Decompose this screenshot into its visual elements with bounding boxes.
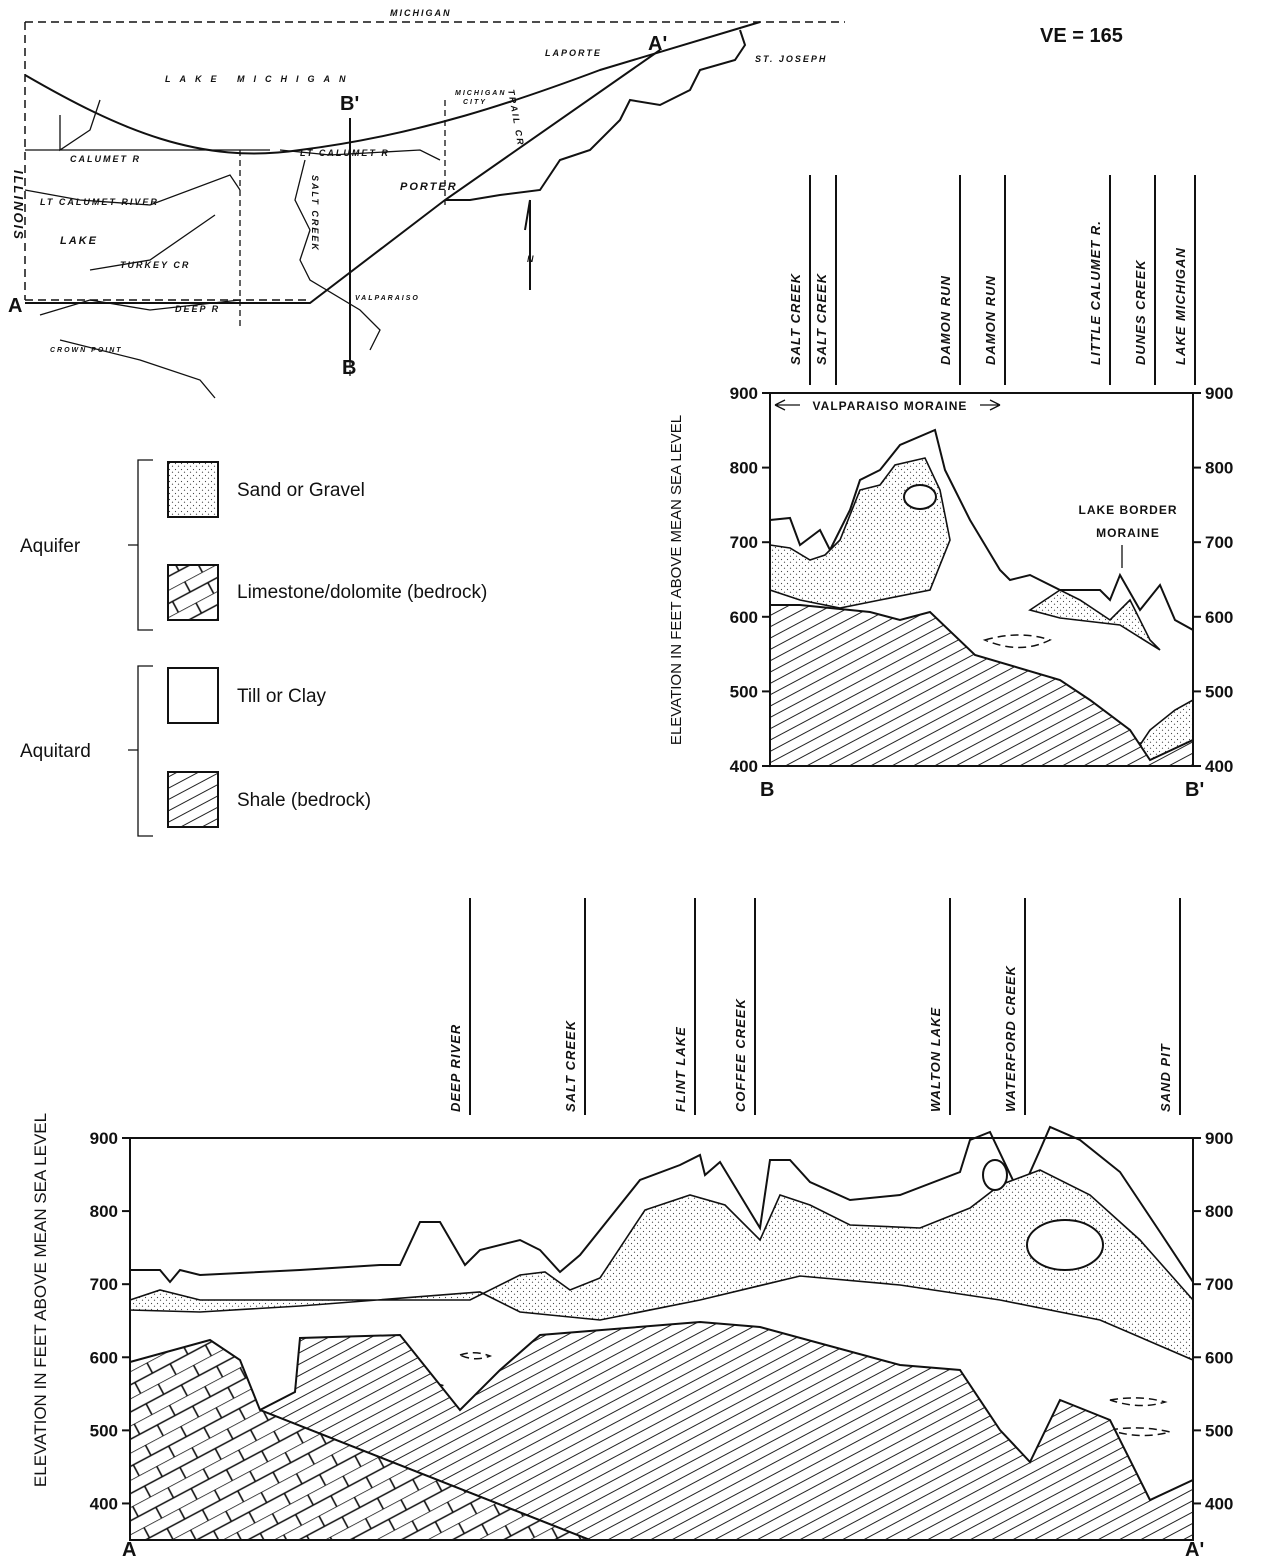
vertical-exaggeration: VE = 165 — [1040, 25, 1123, 47]
y-tick-label: 700 — [90, 1275, 118, 1294]
till-lens — [904, 485, 936, 509]
feature-label: SALT CREEK — [563, 1019, 578, 1112]
annotation: VALPARAISO MORAINE — [813, 399, 968, 413]
map-label: DEEP R — [175, 304, 220, 314]
map-label: CITY — [463, 99, 487, 106]
map-label: MICHIGAN — [390, 8, 452, 18]
map-label: TURKEY CR — [120, 260, 190, 270]
map-label: LAKE MICHIGAN — [165, 74, 355, 84]
map-label: LT CALUMET RIVER — [40, 197, 159, 207]
y-tick-label: 900 — [1205, 384, 1233, 403]
north-arrow — [525, 200, 530, 290]
map-label: VALPARAISO — [355, 295, 420, 302]
section-end: A' — [1185, 1539, 1204, 1557]
y-tick-label: 800 — [1205, 459, 1233, 478]
y-tick-label: 800 — [1205, 1202, 1233, 1221]
section-start: B — [760, 779, 774, 801]
map-label: B — [342, 357, 356, 379]
map: MICHIGAN LAPORTE A' ST. JOSEPH LAKE MICH… — [8, 8, 845, 398]
feature-label: WATERFORD CREEK — [1003, 964, 1018, 1112]
y-tick-label: 400 — [1205, 757, 1233, 776]
swatch-sand — [168, 462, 218, 517]
feature-label: COFFEE CREEK — [733, 998, 748, 1112]
section-a: A A' ELEVATION IN FEET ABOVE MEAN SEA LE… — [31, 1113, 1204, 1557]
till-lens — [1027, 1220, 1103, 1270]
swatch-limestone — [168, 565, 218, 620]
map-label: PORTER — [400, 181, 458, 193]
legend-item: Sand or Gravel — [237, 480, 365, 501]
map-label: CALUMET R — [70, 154, 141, 164]
feature-label: SALT CREEK — [814, 272, 829, 365]
annotation: MORAINE — [1096, 526, 1160, 540]
y-tick-label: 600 — [1205, 1348, 1233, 1367]
map-label: N — [527, 254, 536, 264]
annotation: LAKE BORDER — [1078, 503, 1177, 517]
map-label: LT CALUMET R — [300, 148, 390, 158]
map-label: ILLINOIS — [11, 170, 26, 241]
y-tick-label: 700 — [1205, 1275, 1233, 1294]
feature-label: SAND PIT — [1158, 1043, 1173, 1112]
feature-label: DAMON RUN — [938, 275, 953, 365]
y-tick-label: 700 — [730, 533, 758, 552]
legend-item: Shale (bedrock) — [237, 790, 371, 811]
y-tick-label: 500 — [730, 682, 758, 701]
y-tick-label: 500 — [1205, 682, 1233, 701]
map-label: CROWN POINT — [50, 347, 123, 354]
y-tick-label: 900 — [1205, 1129, 1233, 1148]
county-line — [240, 100, 445, 380]
map-label: SALT CREEK — [310, 175, 320, 252]
feature-label: DAMON RUN — [983, 275, 998, 365]
map-label: A' — [648, 33, 667, 55]
section-b: VALPARAISO MORAINE LAKE BORDER MORAINE B… — [668, 393, 1204, 801]
y-tick-label: 800 — [730, 459, 758, 478]
feature-label: DEEP RIVER — [448, 1024, 463, 1112]
page: MICHIGAN LAPORTE A' ST. JOSEPH LAKE MICH… — [0, 0, 1267, 1557]
swatch-shale — [168, 772, 218, 827]
map-label: A — [8, 295, 22, 317]
till-lens — [983, 1160, 1007, 1190]
map-label: ST. JOSEPH — [755, 54, 827, 64]
y-tick-label: 900 — [730, 384, 758, 403]
y-tick-label: 500 — [90, 1421, 118, 1440]
y-tick-label: 900 — [90, 1129, 118, 1148]
feature-label: LAKE MICHIGAN — [1173, 247, 1188, 365]
map-label: B' — [340, 93, 359, 115]
swatch-till — [168, 668, 218, 723]
river — [295, 160, 380, 350]
legend: Aquifer Aquitard Sand or Gravel Limeston… — [20, 460, 487, 836]
bracket — [128, 460, 153, 836]
y-tick-label: 600 — [730, 608, 758, 627]
section-start: A — [122, 1539, 136, 1557]
y-tick-label: 600 — [1205, 608, 1233, 627]
y-tick-label: 400 — [1205, 1494, 1233, 1513]
y-tick-label: 700 — [1205, 533, 1233, 552]
y-axis-label: ELEVATION IN FEET ABOVE MEAN SEA LEVEL — [31, 1113, 50, 1487]
section-end: B' — [1185, 779, 1204, 801]
legend-group: Aquitard — [20, 741, 91, 762]
y-tick-label: 800 — [90, 1202, 118, 1221]
feature-label: FLINT LAKE — [673, 1026, 688, 1112]
feature-label: DUNES CREEK — [1133, 259, 1148, 365]
y-tick-label: 500 — [1205, 1421, 1233, 1440]
map-label: MICHIGAN — [455, 90, 506, 97]
legend-item: Till or Clay — [237, 686, 327, 707]
map-label: LAPORTE — [545, 48, 602, 58]
feature-label: SALT CREEK — [788, 272, 803, 365]
legend-group: Aquifer — [20, 536, 81, 557]
y-axis-label: ELEVATION IN FEET ABOVE MEAN SEA LEVEL — [668, 415, 685, 745]
y-tick-label: 600 — [90, 1348, 118, 1367]
y-tick-label: 400 — [730, 757, 758, 776]
legend-item: Limestone/dolomite (bedrock) — [237, 582, 487, 603]
y-tick-label: 400 — [90, 1494, 118, 1513]
feature-label: LITTLE CALUMET R. — [1088, 220, 1103, 365]
feature-label: WALTON LAKE — [928, 1007, 943, 1112]
map-label: LAKE — [60, 235, 98, 247]
